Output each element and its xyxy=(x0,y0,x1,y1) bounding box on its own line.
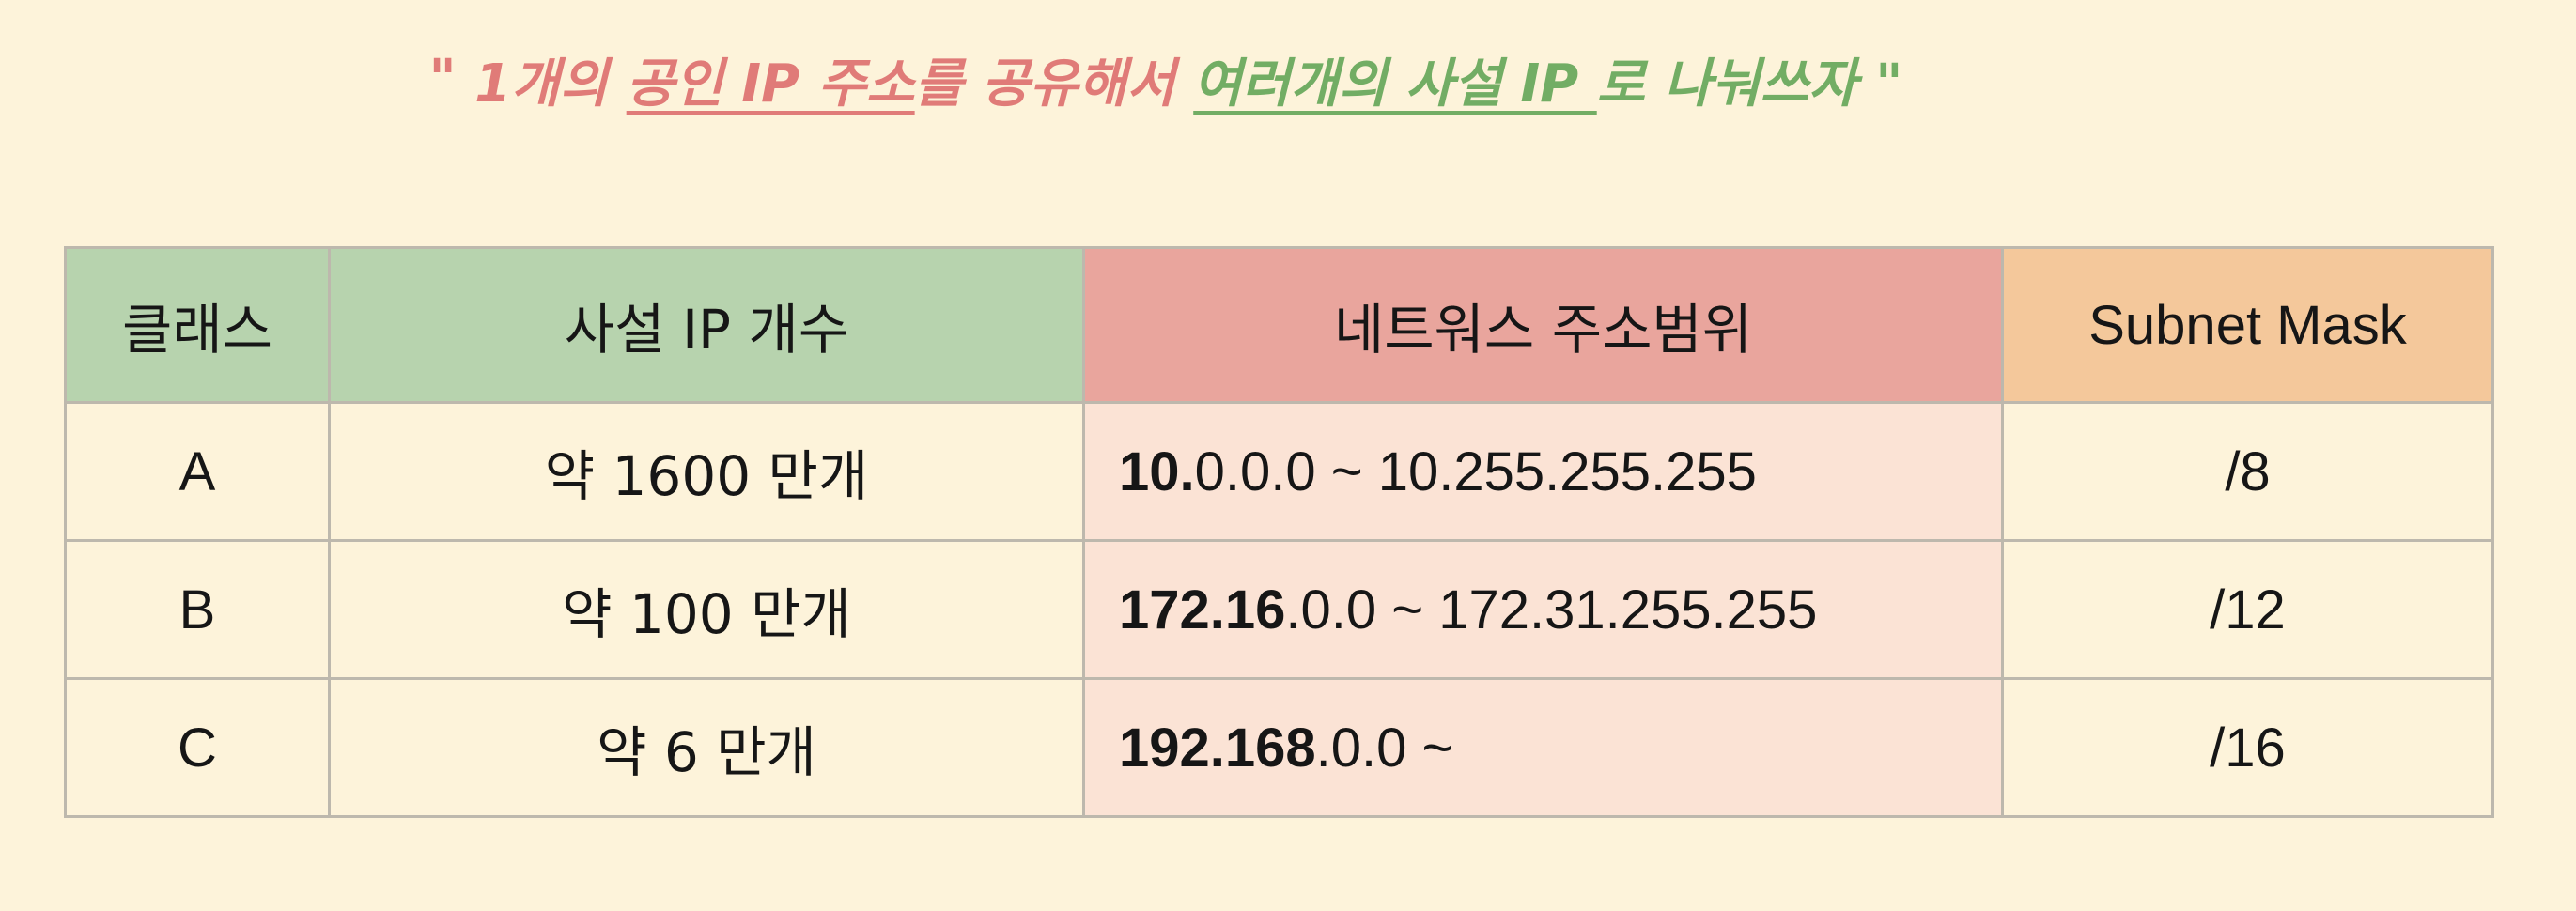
range-network-part: 192.168 xyxy=(1119,717,1316,779)
private-ip-class-table: 클래스 사설 IP 개수 네트워스 주소범위 Subnet Mask A 약 1… xyxy=(64,246,2494,818)
cell-mask: /8 xyxy=(2001,401,2494,542)
cell-range: 172.16.0.0 ~ 172.31.255.255 xyxy=(1082,539,2004,680)
cell-class: C xyxy=(64,677,331,818)
header-subnet-mask: Subnet Mask xyxy=(2001,246,2494,404)
headline: " 1개의 공인 IP 주소 를 공유해서 여러개의 사설 IP 로 나눠쓰자 … xyxy=(0,26,2454,131)
cell-count: 약 1600 만개 xyxy=(328,401,1085,542)
range-rest: 0.0.0 ~ 10.255.255.255 xyxy=(1194,440,1757,502)
table-row: B 약 100 만개 172.16.0.0 ~ 172.31.255.255 /… xyxy=(64,539,2494,680)
range-rest: .0.0 ~ 172.31.255.255 xyxy=(1285,579,1818,641)
headline-part3: 로 나눠쓰자 " xyxy=(1596,53,1903,115)
cell-count: 약 100 만개 xyxy=(328,539,1085,680)
headline-public-ip: 공인 IP 주소 xyxy=(626,53,915,115)
range-network-part: 10. xyxy=(1119,440,1195,502)
cell-range: 10.0.0.0 ~ 10.255.255.255 xyxy=(1082,401,2004,542)
range-network-part: 172.16 xyxy=(1119,579,1286,641)
cell-mask: /12 xyxy=(2001,539,2494,680)
cell-range: 192.168.0.0 ~ xyxy=(1082,677,2004,818)
headline-private-ip: 여러개의 사설 IP xyxy=(1193,53,1597,115)
cell-count: 약 6 만개 xyxy=(328,677,1085,818)
table-row: A 약 1600 만개 10.0.0.0 ~ 10.255.255.255 /8 xyxy=(64,401,2494,542)
header-class: 클래스 xyxy=(64,246,331,404)
headline-part1: 1개의 xyxy=(474,53,627,115)
headline-open-quote: " xyxy=(428,48,475,110)
table-row: C 약 6 만개 192.168.0.0 ~ /16 xyxy=(64,677,2494,818)
table-header-row: 클래스 사설 IP 개수 네트워스 주소범위 Subnet Mask xyxy=(64,246,2494,404)
range-rest: .0.0 ~ xyxy=(1315,717,1454,779)
headline-part2: 를 공유해서 xyxy=(914,53,1194,115)
cell-class: A xyxy=(64,401,331,542)
cell-class: B xyxy=(64,539,331,680)
header-network-address-range: 네트워스 주소범위 xyxy=(1082,246,2004,404)
cell-mask: /16 xyxy=(2001,677,2494,818)
header-private-ip-count: 사설 IP 개수 xyxy=(328,246,1085,404)
